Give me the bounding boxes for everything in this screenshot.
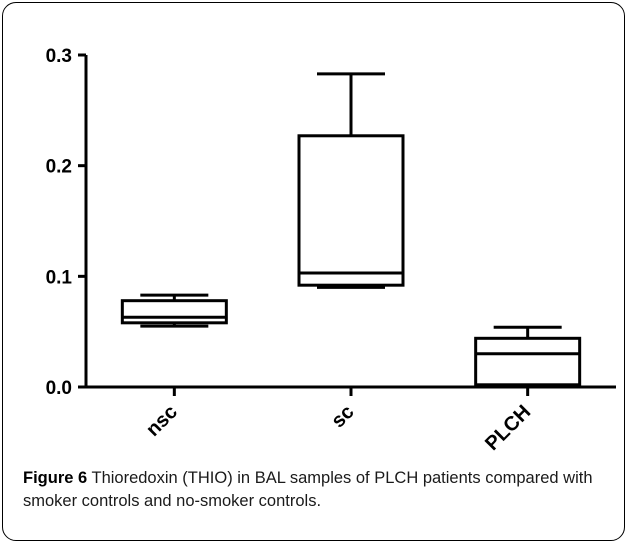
y-tick-label: 0.3 xyxy=(46,46,72,67)
x-tick-label-plch: PLCH xyxy=(481,401,535,455)
box-sc xyxy=(297,134,405,287)
box-nsc xyxy=(120,299,228,325)
x-tick-label-nsc: nsc xyxy=(142,401,182,441)
figure-label: Figure 6 xyxy=(23,469,88,487)
y-tick-label: 0.2 xyxy=(46,157,72,178)
figure-caption: Figure 6 Thioredoxin (THIO) in BAL sampl… xyxy=(23,467,618,513)
y-tick-label: 0.1 xyxy=(46,267,73,288)
figure-caption-text: Thioredoxin (THIO) in BAL samples of PLC… xyxy=(23,469,593,510)
box-plch xyxy=(474,336,582,387)
y-tick-label: 0.0 xyxy=(46,378,72,399)
x-tick-label-sc: sc xyxy=(327,401,358,432)
